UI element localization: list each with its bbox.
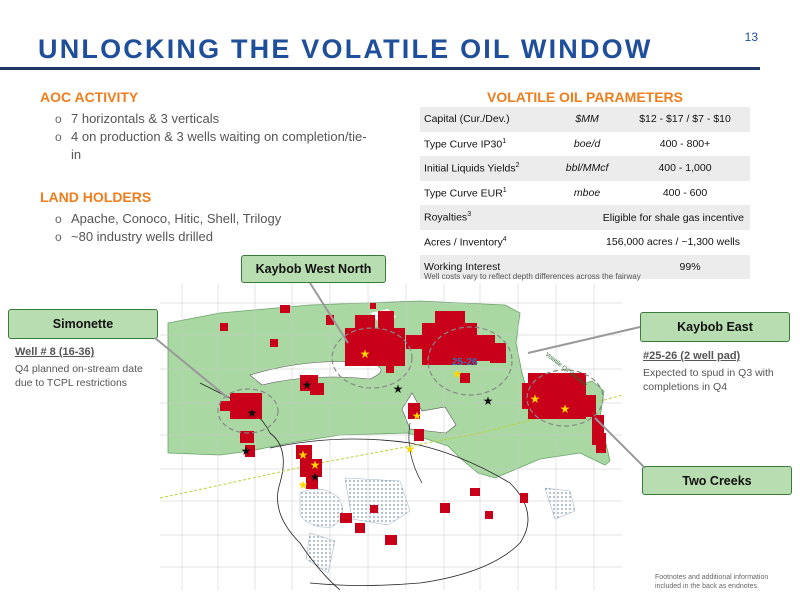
pad-25-26-label: 25-26 xyxy=(452,357,478,368)
aoc-activity-heading: AOC ACTIVITY xyxy=(40,89,139,105)
footnote: Footnotes and additional information inc… xyxy=(655,574,769,590)
list-item: o ~80 industry wells drilled xyxy=(55,229,213,244)
well-8-text-2: due to TCPL restrictions xyxy=(15,377,128,389)
well-8-heading: Well # 8 (16-36) xyxy=(15,346,95,358)
pad-25-26-text-1: Expected to spud in Q3 with xyxy=(643,367,774,379)
circle-bullet-icon: o xyxy=(55,230,62,244)
vertical-well-star-icon: ★ xyxy=(247,406,258,420)
table-row: Type Curve EUR1 mboe 400 - 600 xyxy=(420,180,750,206)
producing-well-star-icon: ★ xyxy=(298,478,309,492)
producing-well-star-icon: ★ xyxy=(298,448,309,462)
lake-area xyxy=(305,532,336,574)
well-8-text-1: Q4 planned on-stream date xyxy=(15,363,143,375)
land-map: ★ ★ ★ ★ ★ ★ ★ ★ ★ ★ ★ ★ ★ ★ ★ 25-26 Vola… xyxy=(160,283,622,590)
circle-bullet-icon: o xyxy=(55,130,62,144)
vertical-well-star-icon: ★ xyxy=(483,394,494,408)
circle-bullet-icon: o xyxy=(55,212,62,226)
vertical-well-star-icon: ★ xyxy=(241,444,252,458)
two-creeks-label: Two Creeks xyxy=(642,466,792,495)
table-row: Initial Liquids Yields2 bbl/MMcf 400 - 1… xyxy=(420,156,750,181)
title-divider xyxy=(0,67,760,70)
vertical-well-star-icon: ★ xyxy=(310,470,321,484)
parameters-table: Capital (Cur./Dev.) $MM $12 - $17 / $7 -… xyxy=(420,107,750,280)
pad-25-26-heading: #25-26 (2 well pad) xyxy=(643,350,741,362)
lake-area xyxy=(544,487,576,520)
pad-25-26-text-2: completions in Q4 xyxy=(643,381,728,393)
table-row: Type Curve IP301 boe/d 400 - 800+ xyxy=(420,131,750,157)
well-cost-note: Well costs vary to reflect depth differe… xyxy=(424,272,641,281)
contour-line xyxy=(269,438,529,586)
producing-well-star-icon: ★ xyxy=(560,402,571,416)
kaybob-west-north-label: Kaybob West North xyxy=(241,255,386,283)
lake-area xyxy=(344,477,411,526)
well-markers: ★ ★ ★ ★ ★ ★ ★ ★ ★ ★ ★ ★ ★ ★ ★ xyxy=(241,347,571,492)
producing-well-star-icon: ★ xyxy=(452,367,463,381)
vertical-well-star-icon: ★ xyxy=(393,382,404,396)
producing-well-star-icon: ★ xyxy=(405,442,416,456)
land-holders-heading: LAND HOLDERS xyxy=(40,189,152,205)
contour-line xyxy=(408,422,423,484)
page-title: UNLOCKING THE VOLATILE OIL WINDOW xyxy=(38,34,653,64)
fairway-edge-line xyxy=(160,394,622,499)
table-row: Capital (Cur./Dev.) $MM $12 - $17 / $7 -… xyxy=(420,107,750,132)
vertical-well-star-icon: ★ xyxy=(302,378,313,392)
simonette-label: Simonette xyxy=(8,309,158,339)
circle-bullet-icon: o xyxy=(55,112,62,126)
table-row: Working Interest 99% xyxy=(420,254,750,280)
volatile-oil-parameters-heading: VOLATILE OIL PARAMETERS xyxy=(486,89,683,105)
land-holders-list: o Apache, Conoco, Hitic, Shell, Trilogy o… xyxy=(55,210,375,246)
producing-well-star-icon: ★ xyxy=(310,458,321,472)
producing-well-star-icon: ★ xyxy=(412,409,423,423)
table-row: Royalties3 Eligible for shale gas incent… xyxy=(420,205,750,230)
page-number: 13 xyxy=(744,30,758,44)
producing-well-star-icon: ★ xyxy=(530,392,541,406)
kaybob-east-label: Kaybob East xyxy=(640,312,790,342)
producing-well-star-icon: ★ xyxy=(360,347,371,361)
list-item: o Apache, Conoco, Hitic, Shell, Trilogy xyxy=(55,211,282,226)
area-highlight-circles xyxy=(217,326,604,434)
table-row: Acres / Inventory4 156,000 acres / ~1,30… xyxy=(420,229,750,255)
